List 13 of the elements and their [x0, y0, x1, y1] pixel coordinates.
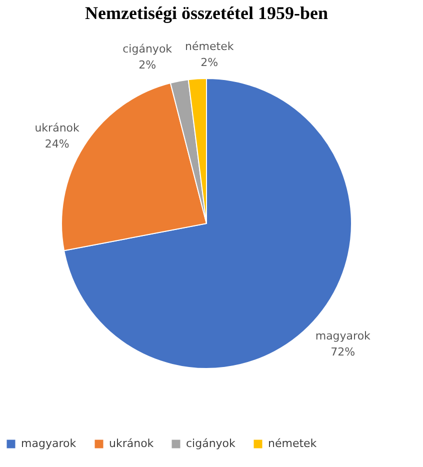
legend-label: ukránok: [109, 437, 154, 450]
legend-label: magyarok: [21, 437, 77, 450]
chart-title: Nemzetiségi összetétel 1959-ben: [85, 3, 328, 23]
legend-label: németek: [268, 437, 318, 450]
slice-label: magyarok: [315, 329, 372, 342]
slice-label: németek: [185, 40, 234, 53]
data-label: 2%: [200, 56, 218, 69]
data-label: 24%: [44, 138, 70, 151]
slice-label: ukránok: [34, 122, 80, 135]
data-label: 2%: [138, 58, 156, 72]
legend-label: cigányok: [186, 437, 236, 450]
slice-label: cigányok: [122, 42, 173, 56]
data-label: 72%: [330, 345, 356, 358]
